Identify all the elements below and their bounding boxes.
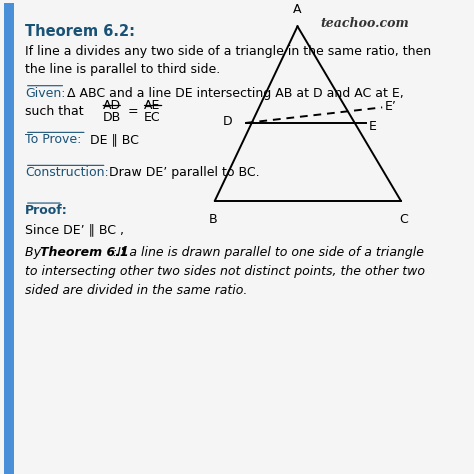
Text: Draw DE’ parallel to BC.: Draw DE’ parallel to BC.	[109, 166, 260, 179]
Text: If line a divides any two side of a triangle in the same ratio, then: If line a divides any two side of a tria…	[25, 45, 431, 58]
Text: Theorem 6.2:: Theorem 6.2:	[25, 24, 135, 39]
Text: AD: AD	[102, 100, 120, 112]
Text: the line is parallel to third side.: the line is parallel to third side.	[25, 63, 220, 76]
Text: to intersecting other two sides not distinct points, the other two: to intersecting other two sides not dist…	[25, 265, 425, 278]
Text: sided are divided in the same ratio.: sided are divided in the same ratio.	[25, 284, 247, 297]
Text: teachoo.com: teachoo.com	[320, 17, 409, 30]
Text: =: =	[127, 105, 138, 118]
Text: To Prove:: To Prove:	[25, 133, 81, 146]
Text: E’: E’	[385, 100, 397, 113]
Text: AE: AE	[144, 100, 160, 112]
Text: Since DE’ ∥ BC ,: Since DE’ ∥ BC ,	[25, 223, 124, 236]
Text: B: B	[209, 213, 217, 227]
Text: Theorem 6.1: Theorem 6.1	[40, 246, 128, 259]
Text: By: By	[25, 246, 45, 259]
Text: Construction:: Construction:	[25, 166, 109, 179]
Text: Δ ABC and a line DE intersecting AB at D and AC at E,: Δ ABC and a line DE intersecting AB at D…	[67, 87, 404, 100]
Text: EC: EC	[144, 111, 160, 124]
Text: Proof:: Proof:	[25, 204, 67, 217]
Text: DE ∥ BC: DE ∥ BC	[90, 133, 139, 146]
Text: D: D	[223, 115, 232, 128]
Text: DB: DB	[102, 111, 121, 124]
Text: :If a line is drawn parallel to one side of a triangle: :If a line is drawn parallel to one side…	[109, 246, 424, 259]
Text: such that: such that	[25, 105, 83, 118]
Text: C: C	[400, 213, 409, 227]
FancyBboxPatch shape	[4, 3, 15, 474]
Text: Given:: Given:	[25, 87, 65, 100]
Text: A: A	[293, 3, 302, 16]
Text: E: E	[369, 120, 376, 133]
